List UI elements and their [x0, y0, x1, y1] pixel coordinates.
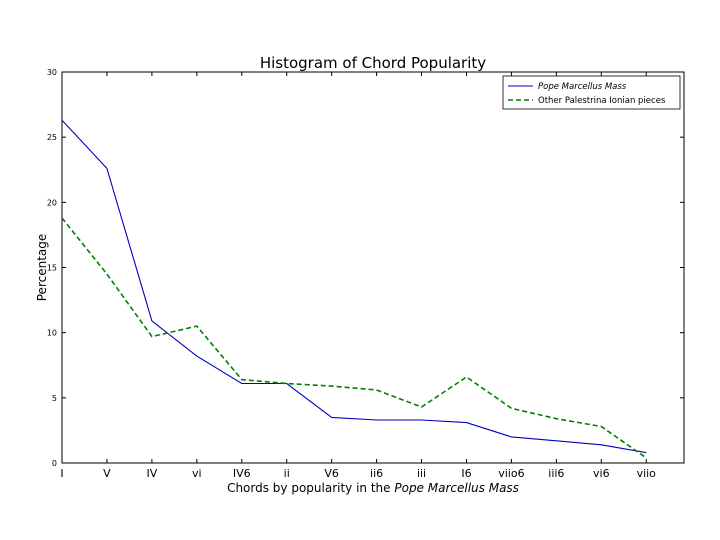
legend: Pope Marcellus Mass Other Palestrina Ioni…	[502, 75, 681, 110]
x-tick-label: iii6	[548, 467, 564, 480]
x-tick-label: IV	[146, 467, 157, 480]
x-axis-title-italic: Pope Marcellus Mass	[394, 481, 519, 495]
x-tick-label: ii	[284, 467, 290, 480]
x-tick-label: ii6	[370, 467, 383, 480]
x-tick-label: viio6	[498, 467, 524, 480]
x-tick-label: iii	[417, 467, 426, 480]
x-axis: I V IV vi IV6 ii V6 ii6 iii I6 viio6 iii6 vi6 viio	[60, 72, 656, 480]
y-tick-label: 5	[52, 394, 57, 403]
y-tick-label: 15	[47, 264, 57, 273]
y-axis: 0 5 10 15 20 25 30	[47, 68, 684, 468]
x-tick-label: vi	[192, 467, 202, 480]
series-line-0	[61, 119, 647, 454]
legend-label-1: Other Palestrina Ionian pieces	[538, 96, 666, 106]
legend-box	[502, 75, 681, 110]
y-tick-label: 0	[52, 459, 57, 468]
y-tick-label: 30	[47, 68, 57, 77]
plot-area	[61, 71, 685, 464]
x-tick-label: IV6	[233, 467, 251, 480]
x-tick-label: V6	[324, 467, 339, 480]
y-axis-title: Percentage	[35, 234, 49, 302]
x-tick-label: I6	[461, 467, 471, 480]
x-axis-title: Chords by popularity in the Pope Marcell…	[227, 481, 519, 495]
x-tick-label: viio	[637, 467, 657, 480]
y-tick-label: 25	[47, 133, 57, 142]
series-line-1	[61, 217, 647, 459]
legend-label-0: Pope Marcellus Mass	[538, 82, 627, 92]
chart-title: Histogram of Chord Popularity	[260, 54, 486, 72]
x-tick-label: V	[103, 467, 111, 480]
y-tick-label: 20	[47, 198, 57, 207]
y-tick-label: 10	[47, 329, 57, 338]
x-axis-title-prefix: Chords by popularity in the	[227, 481, 394, 495]
x-tick-label: vi6	[593, 467, 610, 480]
series-layer	[61, 119, 647, 459]
x-tick-label: I	[60, 467, 63, 480]
